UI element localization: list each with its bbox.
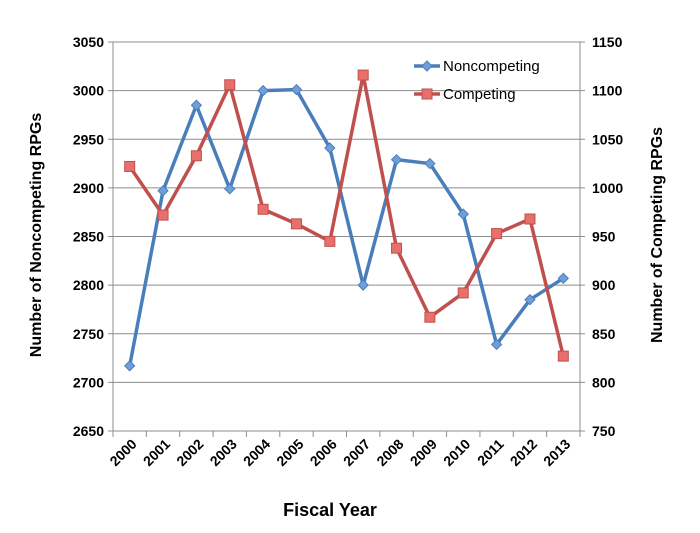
data-point-noncompeting: [290, 83, 303, 96]
x-axis: 2000 2001 2002 2003 2004 2005 2006 2007 2008 2009…: [106, 430, 581, 469]
data-point-competing: [224, 79, 236, 91]
data-point-competing: [424, 311, 436, 323]
left-tick-label: 3050: [73, 34, 104, 50]
x-tick-label: 2000: [106, 436, 139, 469]
data-point-competing: [357, 69, 369, 81]
data-point-competing: [391, 242, 403, 254]
data-point-competing: [257, 203, 269, 215]
legend-label: Competing: [443, 86, 516, 103]
data-point-competing: [124, 160, 136, 172]
data-point-noncompeting: [257, 84, 269, 97]
right-tick-label: 1000: [592, 180, 623, 196]
legend-label: Noncompeting: [443, 58, 540, 75]
x-tick-label: 2010: [440, 436, 473, 469]
data-point-noncompeting: [457, 208, 469, 220]
x-tick-label: 2002: [173, 436, 206, 469]
x-tick-label: 2009: [407, 436, 440, 469]
data-point-competing: [557, 350, 569, 362]
right-tick-label: 950: [592, 229, 616, 245]
data-point-noncompeting: [557, 272, 570, 285]
data-point-competing: [491, 228, 503, 240]
right-tick-label: 1150: [592, 34, 623, 50]
right-axis-title: Number of Competing RPGs: [649, 127, 666, 343]
right-y-axis: 750 800 850 900 950 1000 1050 1100 1150: [579, 34, 623, 439]
x-axis-title: Fiscal Year: [283, 500, 377, 520]
data-point-noncompeting: [157, 185, 169, 197]
x-tick-label: 2006: [307, 436, 340, 469]
data-point-noncompeting: [424, 157, 436, 170]
x-tick-label: 2004: [240, 436, 273, 469]
gridlines: [113, 41, 580, 432]
data-point-noncompeting: [324, 142, 336, 154]
x-tick-label: 2003: [207, 436, 240, 469]
left-tick-label: 2700: [73, 374, 104, 390]
legend: Noncompeting Competing: [414, 58, 540, 103]
x-tick-label: 2008: [373, 436, 406, 469]
data-point-competing: [524, 213, 536, 225]
data-point-noncompeting: [224, 183, 236, 195]
right-tick-label: 800: [592, 374, 616, 390]
x-tick-label: 2012: [507, 436, 540, 469]
x-tick-label: 2013: [540, 436, 573, 469]
x-tick-label: 2011: [474, 436, 507, 469]
left-tick-label: 2650: [73, 423, 104, 439]
legend-marker-square: [421, 88, 433, 100]
data-point-competing: [457, 287, 469, 299]
data-point-competing: [324, 235, 336, 247]
series-line-competing: [128, 73, 566, 357]
x-tick-label: 2005: [273, 436, 306, 469]
left-tick-label: 2800: [73, 277, 104, 293]
data-point-competing: [157, 209, 169, 221]
x-tick-label: 2001: [140, 436, 173, 469]
series-line-noncompeting: [127, 87, 565, 367]
data-point-noncompeting: [524, 294, 536, 306]
legend-marker-diamond: [421, 60, 433, 72]
data-point-competing: [190, 150, 202, 162]
left-y-axis: 2650 2700 2750 2800 2850 2900 2950 3000 3050: [73, 34, 114, 439]
data-point-noncompeting: [357, 279, 369, 291]
left-axis-title: Number of Noncompeting RPGs: [28, 113, 45, 358]
data-point-noncompeting: [190, 99, 203, 111]
x-tick-label: 2007: [340, 436, 373, 469]
data-point-competing: [290, 218, 302, 230]
right-tick-label: 750: [592, 423, 616, 439]
left-tick-label: 2850: [73, 229, 104, 245]
right-tick-label: 1100: [592, 83, 623, 99]
data-point-noncompeting: [490, 338, 503, 351]
right-tick-label: 900: [592, 277, 616, 293]
series-layer: [123, 69, 570, 372]
left-tick-label: 2950: [73, 131, 104, 147]
left-tick-label: 2750: [73, 326, 104, 342]
data-point-noncompeting: [123, 360, 136, 372]
right-tick-label: 850: [592, 326, 616, 342]
data-point-noncompeting: [390, 153, 403, 166]
left-tick-label: 3000: [73, 83, 104, 99]
left-tick-label: 2900: [73, 180, 104, 196]
right-tick-label: 1050: [592, 131, 623, 147]
